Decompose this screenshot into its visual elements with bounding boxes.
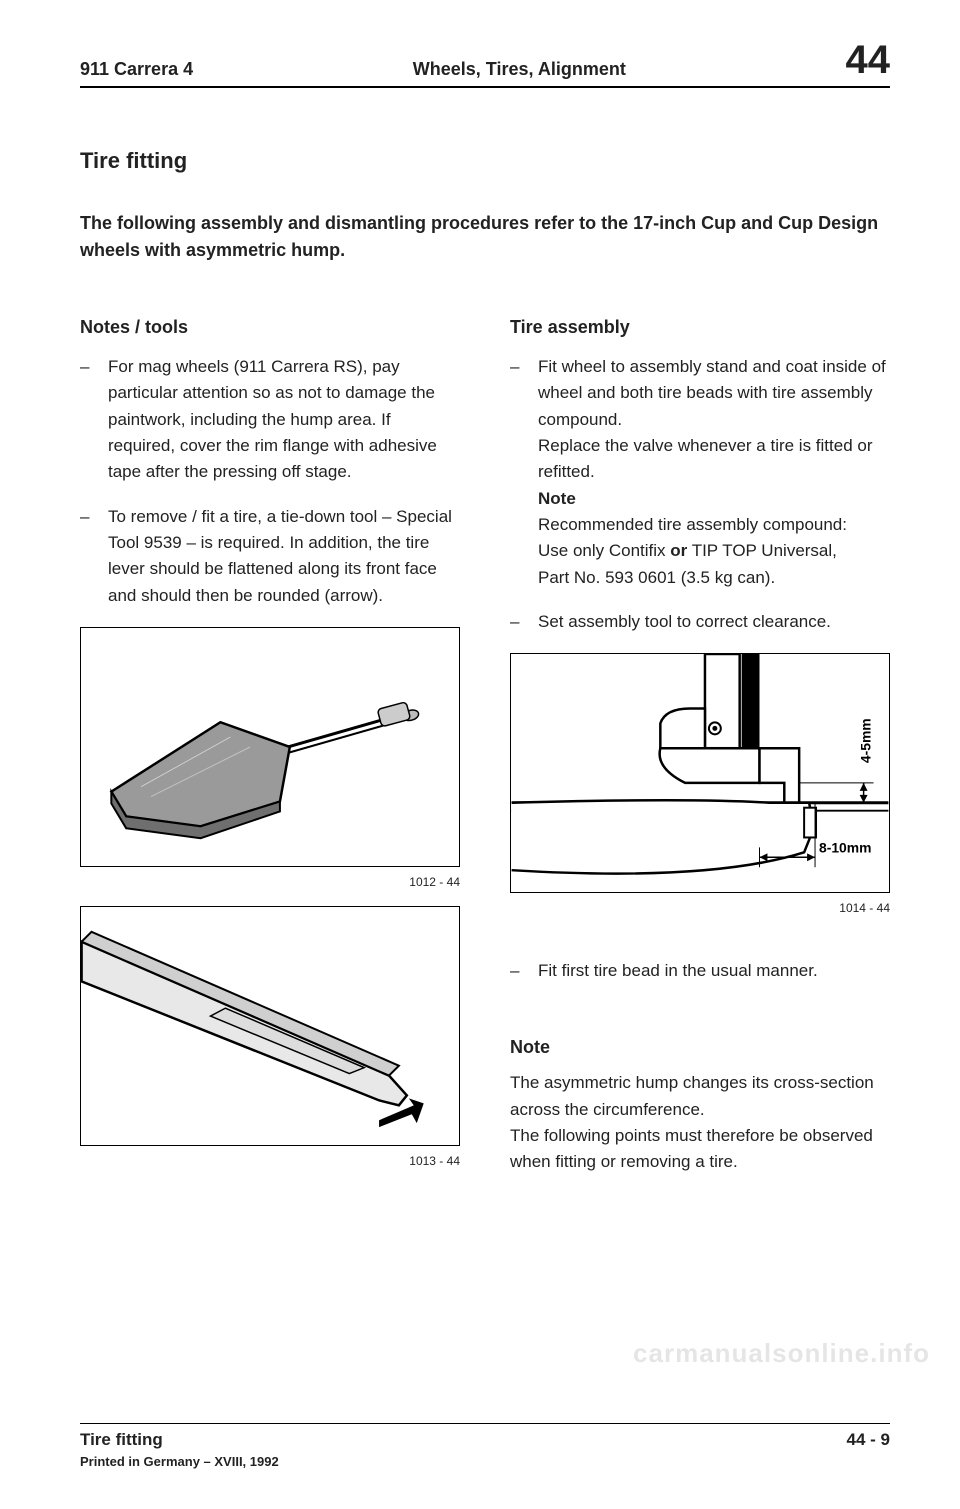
figure-caption: 1012 - 44 [80, 873, 460, 892]
list-text: For mag wheels (911 Carrera RS), pay par… [108, 354, 460, 486]
bullet-dash: – [510, 354, 538, 591]
figure-tire-lever [80, 906, 460, 1146]
list-item: – Fit first tire bead in the usual manne… [510, 958, 890, 984]
footer-line: Tire fitting 44 - 9 [80, 1423, 890, 1450]
bullet-dash: – [510, 958, 538, 984]
figure-caption: 1013 - 44 [80, 1152, 460, 1171]
figure-caption: 1014 - 44 [510, 899, 890, 918]
text-line: Part No. 593 0601 (3.5 kg can). [538, 568, 775, 587]
left-column: Notes / tools – For mag wheels (911 Carr… [80, 314, 460, 1176]
note-block: Note The asymmetric hump changes its cro… [510, 1034, 890, 1175]
header-chapter: Wheels, Tires, Alignment [413, 59, 626, 80]
list-text: Fit first tire bead in the usual manner. [538, 958, 890, 984]
intro-paragraph: The following assembly and dismantling p… [80, 210, 890, 264]
figure-tie-down-tool [80, 627, 460, 867]
page: 911 Carrera 4 Wheels, Tires, Alignment 4… [0, 0, 960, 1509]
footer-page: 44 - 9 [847, 1430, 890, 1450]
note-label: Note [538, 489, 576, 508]
tie-down-tool-svg [81, 628, 459, 866]
figure-assembly-clearance: 8-10mm 4-5mm [510, 653, 890, 893]
page-title: Tire fitting [80, 148, 890, 174]
list-text: To remove / fit a tire, a tie-down tool … [108, 504, 460, 609]
dim-vertical: 4-5mm [858, 719, 874, 764]
text-line: Recommended tire assembly compound: [538, 515, 847, 534]
footer-title: Tire fitting [80, 1430, 163, 1450]
right-column: Tire assembly – Fit wheel to assembly st… [510, 314, 890, 1176]
footer-print-info: Printed in Germany – XVIII, 1992 [80, 1454, 890, 1469]
text-line: Use only Contifix [538, 541, 670, 560]
note-label: Note [510, 1034, 890, 1062]
list-item: – Set assembly tool to correct clearance… [510, 609, 890, 635]
list-text: Fit wheel to assembly stand and coat ins… [538, 354, 890, 591]
bullet-dash: – [510, 609, 538, 635]
list-item: – To remove / fit a tire, a tie-down too… [80, 504, 460, 609]
page-footer: Tire fitting 44 - 9 Printed in Germany –… [80, 1423, 890, 1469]
dim-horizontal: 8-10mm [819, 840, 871, 856]
list-text: Set assembly tool to correct clearance. [538, 609, 890, 635]
list-item: – For mag wheels (911 Carrera RS), pay p… [80, 354, 460, 486]
header-model: 911 Carrera 4 [80, 59, 193, 80]
bold-or: or [670, 541, 687, 560]
bullet-dash: – [80, 354, 108, 486]
page-header: 911 Carrera 4 Wheels, Tires, Alignment 4… [80, 40, 890, 88]
notes-tools-heading: Notes / tools [80, 314, 460, 342]
watermark: carmanualsonline.info [633, 1338, 930, 1369]
note-body: The asymmetric hump changes its cross-se… [510, 1070, 890, 1175]
text-line: Replace the valve whenever a tire is fit… [538, 436, 873, 481]
text-line: Fit wheel to assembly stand and coat ins… [538, 357, 886, 429]
assembly-clearance-svg: 8-10mm 4-5mm [511, 654, 889, 892]
header-section-number: 44 [846, 40, 891, 80]
two-column-body: Notes / tools – For mag wheels (911 Carr… [80, 314, 890, 1176]
bullet-dash: – [80, 504, 108, 609]
list-item: – Fit wheel to assembly stand and coat i… [510, 354, 890, 591]
tire-lever-svg [81, 907, 459, 1145]
tire-assembly-heading: Tire assembly [510, 314, 890, 342]
text-line: TIP TOP Universal, [687, 541, 837, 560]
